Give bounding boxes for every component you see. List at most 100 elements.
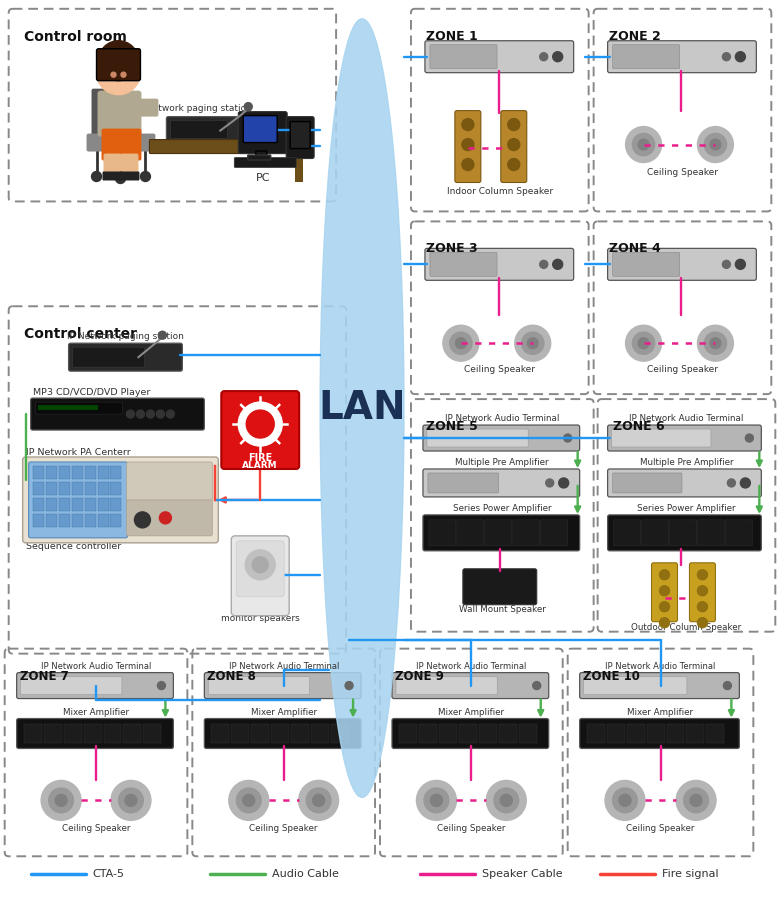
FancyBboxPatch shape (222, 391, 300, 469)
Bar (84, 482, 95, 495)
Text: IP Network Audio Terminal: IP Network Audio Terminal (229, 661, 339, 670)
Text: Control room: Control room (23, 30, 126, 44)
Bar (587, 724, 604, 744)
FancyBboxPatch shape (608, 41, 757, 73)
Bar (123, 724, 141, 744)
Text: ZONE 5: ZONE 5 (426, 420, 477, 433)
Bar (45, 482, 57, 495)
Circle shape (740, 478, 750, 488)
Bar (666, 724, 685, 744)
Bar (271, 724, 289, 744)
Bar (331, 724, 349, 744)
FancyBboxPatch shape (690, 563, 715, 621)
Text: ALARM: ALARM (243, 461, 278, 470)
Circle shape (115, 173, 126, 183)
Text: Mixer Amplifier: Mixer Amplifier (63, 707, 129, 717)
Text: Multiple Pre Amplifier: Multiple Pre Amplifier (456, 458, 549, 467)
Text: IP Network Audio Terminal: IP Network Audio Terminal (445, 414, 559, 423)
FancyBboxPatch shape (102, 171, 122, 180)
Bar (33, 498, 44, 511)
Bar (626, 724, 644, 744)
Bar (58, 514, 69, 527)
Circle shape (605, 780, 645, 820)
FancyBboxPatch shape (457, 520, 484, 546)
Text: ZONE 9: ZONE 9 (395, 669, 444, 683)
Text: Ceiling Speaker: Ceiling Speaker (62, 824, 130, 834)
FancyBboxPatch shape (232, 536, 289, 616)
Bar (399, 724, 417, 744)
FancyBboxPatch shape (423, 515, 580, 551)
Bar (58, 498, 69, 511)
Circle shape (158, 681, 165, 689)
Circle shape (158, 331, 166, 339)
Circle shape (540, 260, 548, 268)
Bar (64, 724, 82, 744)
Bar (211, 724, 229, 744)
Circle shape (252, 557, 268, 573)
FancyBboxPatch shape (392, 673, 548, 698)
Text: Ceiling Speaker: Ceiling Speaker (250, 824, 318, 834)
FancyBboxPatch shape (126, 500, 212, 536)
Circle shape (660, 618, 669, 628)
FancyBboxPatch shape (248, 155, 271, 160)
FancyBboxPatch shape (396, 677, 498, 695)
Bar (84, 466, 95, 479)
FancyBboxPatch shape (98, 91, 141, 137)
Circle shape (638, 337, 649, 348)
FancyBboxPatch shape (608, 515, 761, 551)
FancyBboxPatch shape (423, 469, 580, 497)
FancyBboxPatch shape (126, 462, 212, 501)
Circle shape (462, 119, 474, 131)
Circle shape (697, 326, 733, 361)
Circle shape (558, 478, 569, 488)
Text: Audio Cable: Audio Cable (272, 869, 339, 879)
Bar (33, 466, 44, 479)
Bar (84, 514, 95, 527)
FancyBboxPatch shape (608, 469, 761, 497)
Bar (111, 466, 122, 479)
Text: ZONE 8: ZONE 8 (207, 669, 256, 683)
FancyBboxPatch shape (290, 122, 310, 149)
Text: PC: PC (256, 172, 271, 182)
Circle shape (626, 326, 661, 361)
Circle shape (157, 410, 165, 418)
Text: ZONE 7: ZONE 7 (20, 669, 69, 683)
Bar (111, 498, 122, 511)
Bar (83, 724, 101, 744)
FancyBboxPatch shape (238, 112, 287, 153)
FancyBboxPatch shape (286, 117, 314, 159)
Circle shape (229, 780, 269, 820)
FancyBboxPatch shape (608, 425, 761, 451)
Text: Series Power Amplifier: Series Power Amplifier (453, 504, 551, 512)
Circle shape (626, 127, 661, 162)
Bar (72, 482, 83, 495)
Circle shape (704, 133, 726, 156)
Bar (144, 724, 161, 744)
FancyBboxPatch shape (204, 673, 361, 698)
Text: IP Network Audio Terminal: IP Network Audio Terminal (41, 661, 151, 670)
Circle shape (508, 159, 519, 171)
Bar (84, 498, 95, 511)
FancyBboxPatch shape (725, 520, 753, 546)
Text: IP Network Audio Terminal: IP Network Audio Terminal (629, 414, 743, 423)
Circle shape (723, 681, 732, 689)
FancyBboxPatch shape (651, 563, 678, 621)
Circle shape (710, 139, 721, 150)
Text: ZONE 4: ZONE 4 (608, 242, 661, 256)
Text: Speaker Cable: Speaker Cable (482, 869, 562, 879)
Circle shape (633, 332, 654, 355)
Circle shape (243, 795, 255, 806)
Ellipse shape (320, 19, 404, 797)
FancyBboxPatch shape (580, 673, 739, 698)
Text: Ceiling Speaker: Ceiling Speaker (626, 824, 695, 834)
FancyBboxPatch shape (20, 677, 122, 695)
Bar (311, 724, 329, 744)
FancyBboxPatch shape (425, 249, 573, 280)
Circle shape (238, 402, 282, 446)
FancyBboxPatch shape (243, 115, 277, 142)
Text: Fire signal: Fire signal (661, 869, 718, 879)
Circle shape (697, 586, 707, 596)
FancyBboxPatch shape (583, 677, 687, 695)
Circle shape (638, 139, 649, 150)
Bar (519, 724, 537, 744)
